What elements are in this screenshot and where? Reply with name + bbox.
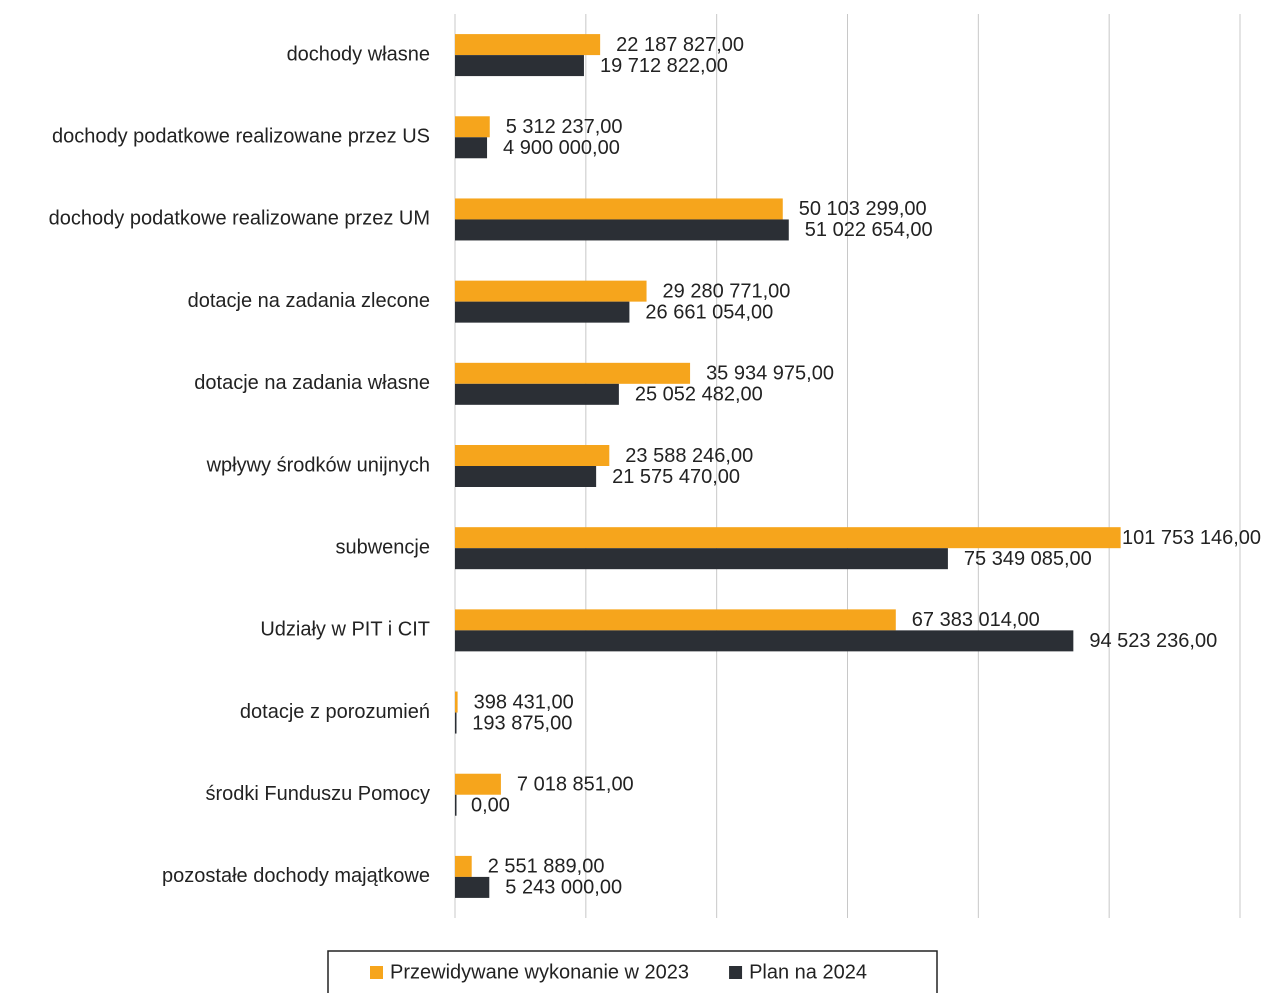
- value-label: 23 588 246,00: [625, 445, 753, 467]
- bar: [455, 116, 490, 138]
- bar: [455, 794, 457, 816]
- legend-label: Plan na 2024: [749, 961, 867, 983]
- category-label: dotacje na zadania zlecone: [188, 290, 430, 312]
- bar: [455, 466, 597, 487]
- value-label: 193 875,00: [472, 712, 572, 734]
- category-label: subwencje: [335, 536, 430, 558]
- value-label: 25 052 482,00: [635, 384, 763, 406]
- value-label: 4 900 000,00: [503, 137, 620, 159]
- category-label: dochody własne: [287, 43, 430, 65]
- category-label: dochody podatkowe realizowane przez UM: [49, 208, 430, 230]
- value-label: 398 431,00: [474, 691, 574, 713]
- bar: [455, 548, 948, 570]
- value-label: 5 243 000,00: [505, 877, 622, 899]
- value-label: 2 551 889,00: [488, 856, 605, 878]
- value-label: 35 934 975,00: [706, 363, 834, 385]
- bar: [455, 383, 619, 405]
- value-label: 67 383 014,00: [912, 609, 1040, 631]
- value-label: 22 187 827,00: [616, 34, 744, 56]
- bar: [455, 137, 488, 159]
- value-label: 5 312 237,00: [506, 116, 623, 138]
- bar: [455, 691, 458, 713]
- bar: [455, 609, 896, 631]
- bar: [455, 445, 610, 466]
- bar: [455, 34, 601, 56]
- bar: [455, 773, 501, 795]
- bar: [455, 712, 457, 734]
- category-label: wpływy środków unijnych: [206, 454, 430, 476]
- category-label: dotacje z porozumień: [240, 701, 430, 723]
- bar: [455, 876, 490, 898]
- legend-label: Przewidywane wykonanie w 2023: [390, 961, 689, 983]
- bar: [455, 301, 630, 323]
- category-label: dochody podatkowe realizowane przez US: [52, 126, 430, 148]
- legend-swatch: [370, 966, 383, 979]
- bar: [455, 630, 1074, 652]
- category-label: Udziały w PIT i CIT: [260, 619, 430, 641]
- value-label: 26 661 054,00: [645, 301, 773, 323]
- value-label: 51 022 654,00: [805, 219, 933, 241]
- value-label: 75 349 085,00: [964, 548, 1092, 570]
- category-label: dotacje na zadania własne: [194, 372, 430, 394]
- bar: [455, 527, 1121, 549]
- bar: [455, 855, 472, 877]
- value-label: 50 103 299,00: [799, 198, 927, 220]
- category-label: pozostałe dochody majątkowe: [162, 865, 430, 887]
- bar: [455, 198, 783, 220]
- value-label: 21 575 470,00: [612, 466, 740, 488]
- value-label: 94 523 236,00: [1089, 630, 1217, 652]
- value-label: 7 018 851,00: [517, 774, 634, 796]
- legend-swatch: [729, 966, 743, 979]
- value-label: 0,00: [471, 795, 510, 817]
- category-label: środki Funduszu Pomocy: [205, 783, 430, 805]
- bar: [455, 55, 584, 77]
- value-label: 19 712 822,00: [600, 55, 728, 77]
- bar: [455, 280, 647, 302]
- bar: [455, 362, 691, 384]
- value-label: 101 753 146,00: [1122, 527, 1261, 549]
- bar: [455, 219, 789, 241]
- value-label: 29 280 771,00: [663, 280, 791, 302]
